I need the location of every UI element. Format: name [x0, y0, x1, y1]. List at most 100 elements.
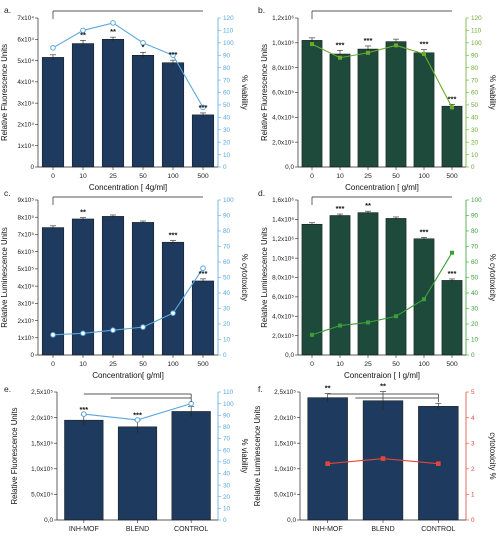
y-axis-title: Relative Luminescence Units: [253, 406, 262, 507]
left-tick-label: 1x10⁵: [17, 335, 34, 342]
right-tick-label: 10: [223, 506, 231, 513]
series-line: [311, 43, 453, 108]
series-point: [436, 461, 441, 466]
right-tick-label: 80: [471, 65, 479, 72]
right-tick-label: 120: [223, 15, 234, 22]
right-tick-label: 90: [471, 52, 479, 59]
right-tick-label: 20: [471, 321, 479, 328]
right-tick-label: 60: [223, 447, 231, 454]
x-tick-label: 0: [310, 361, 314, 368]
right-tick-label: 60: [471, 259, 479, 266]
x-tick-label: 100: [167, 361, 179, 368]
right-tick-label: 20: [223, 321, 231, 328]
right-tick-label: 30: [471, 127, 479, 134]
right-tick-label: 80: [223, 65, 231, 72]
y-axis-right-title: cytotoxicity %: [488, 432, 497, 479]
left-tick-label: 2,5x10⁵: [274, 389, 296, 396]
right-tick-label: 50: [471, 102, 479, 109]
right-tick-label: 20: [471, 139, 479, 146]
x-tick-label: 10: [336, 173, 344, 180]
left-tick-label: 5,0x10⁴: [31, 492, 53, 499]
bar: [441, 280, 463, 356]
panel-label: e.: [4, 384, 11, 394]
x-tick-label: 25: [109, 361, 117, 368]
bar: [117, 426, 158, 521]
x-tick-label: 10: [79, 361, 87, 368]
right-tick-label: 60: [223, 259, 231, 266]
panel-label: b.: [258, 5, 265, 15]
series-point: [338, 323, 342, 328]
y-axis-right-title: % viability: [240, 75, 249, 110]
significance-label: ***: [420, 227, 429, 236]
right-tick-label: 20: [223, 139, 231, 146]
series-line: [52, 267, 204, 336]
bar: [161, 241, 185, 356]
x-tick-label: 0: [51, 361, 55, 368]
series-point: [110, 327, 116, 334]
right-tick-label: 0: [471, 164, 475, 171]
significance-label: ***: [79, 405, 88, 414]
bar: [441, 105, 463, 168]
y-axis-title: Relative Luminescence Units: [0, 227, 9, 328]
right-tick-label: 120: [471, 15, 482, 22]
bar: [385, 218, 407, 356]
panel-label: a.: [4, 5, 11, 15]
x-tick-label: 100: [418, 361, 430, 368]
right-tick-label: 3: [471, 440, 475, 447]
right-tick-label: 2: [471, 466, 475, 473]
x-tick-label: 50: [392, 361, 400, 368]
significance-label: ***: [364, 36, 373, 45]
right-tick-label: 100: [223, 40, 234, 47]
right-tick-label: 100: [223, 197, 234, 204]
x-axis-title: Concentration [ g/ml]: [345, 183, 419, 192]
y-axis-right-title: % cytotoxicity: [240, 254, 249, 301]
right-tick-label: 40: [223, 290, 231, 297]
right-tick-label: 20: [223, 494, 231, 501]
left-tick-label: 0: [30, 164, 34, 171]
left-tick-label: 1,0x10⁶: [272, 255, 294, 262]
right-tick-label: 10: [223, 152, 231, 159]
significance-label: **: [380, 381, 386, 390]
right-tick-label: 70: [223, 244, 231, 251]
left-tick-label: 6x10⁵: [17, 249, 34, 256]
left-tick-label: 1,0x10⁶: [272, 40, 294, 47]
left-tick-label: 5x10⁵: [17, 266, 34, 273]
right-tick-label: 70: [471, 244, 479, 251]
left-tick-label: 2x10⁴: [17, 122, 34, 129]
right-tick-label: 50: [223, 459, 231, 466]
left-tick-label: 1,6x10⁶: [272, 197, 294, 204]
right-tick-label: 70: [223, 77, 231, 84]
left-tick-label: 0: [30, 352, 34, 359]
right-tick-label: 80: [223, 228, 231, 235]
left-tick-label: 6,0x10⁵: [272, 90, 294, 97]
panel-label: f.: [258, 384, 263, 394]
left-tick-label: 4x10⁵: [17, 283, 34, 290]
panel-label: d.: [258, 188, 265, 198]
right-tick-label: 10: [471, 337, 479, 344]
left-tick-label: 1,2x10⁶: [272, 236, 294, 243]
series-point: [50, 45, 56, 51]
left-tick-label: 0,0: [285, 352, 294, 359]
series-point: [80, 27, 86, 34]
significance-label: ***: [199, 269, 208, 278]
significance-label: ***: [420, 40, 429, 49]
bar: [357, 212, 379, 356]
right-tick-label: 50: [223, 275, 231, 282]
significance-label: ***: [199, 103, 208, 112]
left-tick-label: 7x10⁴: [17, 15, 34, 22]
y-axis-title: Relative Fluorescence Units: [0, 44, 9, 141]
x-tick-label: 100: [418, 173, 430, 180]
series-point: [394, 314, 398, 319]
x-tick-label: INH-MOF: [313, 526, 343, 533]
y-axis-right-title: % viability: [488, 75, 497, 110]
right-tick-label: 0: [223, 517, 227, 524]
x-tick-label: 50: [139, 361, 147, 368]
significance-label: ***: [448, 94, 457, 103]
bar: [101, 39, 125, 168]
right-tick-label: 90: [223, 52, 231, 59]
series-point: [366, 320, 370, 325]
bar: [307, 397, 348, 521]
left-tick-label: 5x10⁴: [17, 58, 34, 65]
left-tick-label: 2,0x10⁵: [274, 415, 296, 422]
right-tick-label: 80: [223, 424, 231, 431]
